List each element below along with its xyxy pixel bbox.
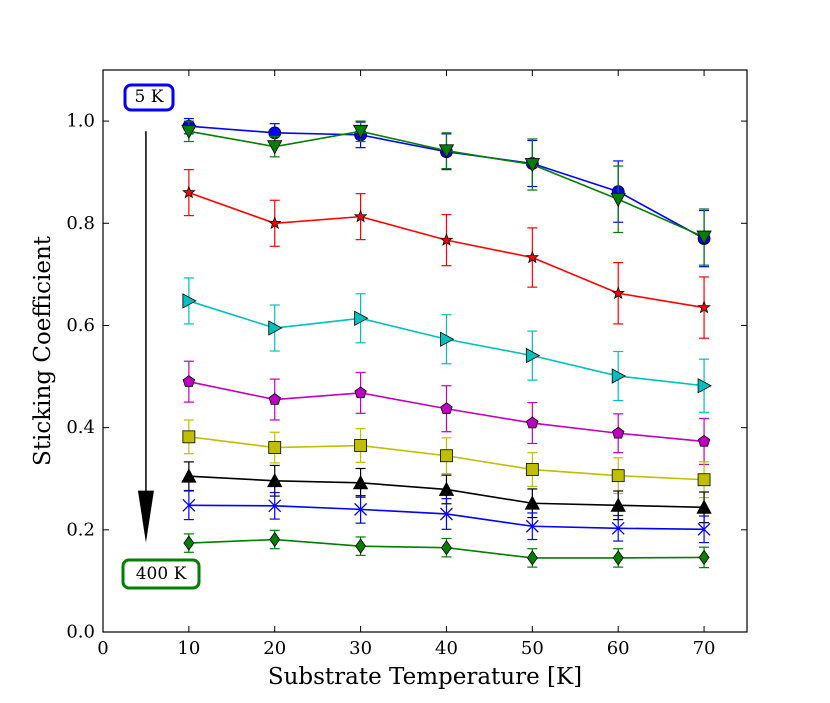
data-point xyxy=(352,124,369,140)
y-axis-label: Sticking Coefficient xyxy=(30,235,56,466)
x-marker-stroke xyxy=(525,519,539,533)
data-point xyxy=(438,144,455,159)
x-axis-label: Substrate Temperature [K] xyxy=(268,664,582,690)
data-point xyxy=(524,158,541,173)
x-tick-label: 10 xyxy=(177,638,200,659)
data-point xyxy=(697,473,711,487)
data-point xyxy=(525,347,541,364)
y-tick-label: 1.0 xyxy=(66,111,95,132)
x-tick-label: 40 xyxy=(435,638,458,659)
data-point xyxy=(182,185,196,199)
data-point xyxy=(268,441,282,454)
data-point xyxy=(354,386,367,399)
x-tick-label: 30 xyxy=(349,638,372,659)
series-2 xyxy=(181,120,712,266)
x-tick-label: 20 xyxy=(263,638,286,659)
data-point xyxy=(697,378,712,394)
data-point xyxy=(181,468,197,483)
data-point xyxy=(182,430,196,444)
series-layer xyxy=(181,117,712,569)
y-tick-label: 0.4 xyxy=(66,417,95,438)
data-point xyxy=(440,449,453,463)
series-4 xyxy=(182,277,712,413)
data-point xyxy=(182,375,196,387)
data-point xyxy=(440,402,453,414)
data-point xyxy=(354,439,368,452)
data-point xyxy=(524,495,541,510)
x-marker-stroke xyxy=(354,502,368,516)
data-point xyxy=(267,140,283,155)
data-point xyxy=(697,522,711,536)
data-point xyxy=(269,531,281,548)
x-tick-label: 60 xyxy=(607,638,630,659)
top-label-5k: 5 K xyxy=(135,87,164,107)
data-point xyxy=(611,286,625,300)
data-point xyxy=(352,474,369,490)
data-point xyxy=(440,540,452,556)
x-marker-stroke xyxy=(611,521,625,535)
data-point xyxy=(610,192,626,208)
x-marker-stroke xyxy=(268,499,282,513)
bottom-label-400k: 400 K xyxy=(136,564,187,584)
x-tick-label: 0 xyxy=(97,638,108,659)
axis-layer: 0 10 20 30 40 50 60 70 0.0 0.2 0.4 0.6 0.8 1.0 xyxy=(66,70,747,659)
series-6 xyxy=(182,419,711,499)
data-point xyxy=(698,549,710,566)
data-point xyxy=(525,519,539,533)
data-point xyxy=(610,497,626,512)
data-point xyxy=(267,216,282,230)
data-point xyxy=(697,300,711,314)
temperature-arrow-head xyxy=(137,490,154,543)
data-point xyxy=(183,535,195,551)
x-tick-label: 50 xyxy=(521,638,544,659)
data-point xyxy=(439,232,454,246)
x-marker-stroke xyxy=(697,522,711,536)
data-point xyxy=(181,124,197,140)
y-tick-label: 0.0 xyxy=(66,622,95,643)
data-point xyxy=(611,521,625,535)
series-9 xyxy=(183,529,710,569)
data-point xyxy=(268,320,283,336)
bottom-label-box xyxy=(121,558,201,590)
series-8 xyxy=(182,490,711,544)
data-point xyxy=(611,368,627,384)
plot-background xyxy=(103,70,747,632)
x-marker-stroke xyxy=(182,498,196,512)
data-point xyxy=(612,426,625,439)
y-tick-label: 0.6 xyxy=(66,315,95,336)
data-point xyxy=(525,463,539,476)
annotation-layer: 5 K 400 K xyxy=(121,83,201,590)
data-point xyxy=(353,209,368,223)
series-5 xyxy=(182,360,711,466)
data-point xyxy=(268,499,282,513)
data-point xyxy=(526,550,538,566)
data-point xyxy=(354,502,368,516)
data-point xyxy=(611,469,625,483)
y-tick-label: 0.8 xyxy=(66,213,95,234)
data-point xyxy=(440,507,453,521)
x-marker-stroke xyxy=(440,507,453,521)
data-point xyxy=(525,250,540,264)
data-point xyxy=(182,293,197,309)
plot-frame xyxy=(102,69,748,633)
data-point xyxy=(526,416,539,429)
data-point xyxy=(696,499,712,514)
data-point xyxy=(697,434,711,447)
data-point xyxy=(182,498,196,512)
top-label-box xyxy=(123,83,175,112)
data-point xyxy=(268,393,281,405)
series-3 xyxy=(182,169,711,339)
data-point xyxy=(696,230,712,245)
data-point xyxy=(355,538,367,554)
y-tick-label: 0.2 xyxy=(66,519,95,540)
x-tick-label: 70 xyxy=(693,638,716,659)
data-point xyxy=(440,331,455,347)
data-point xyxy=(354,310,369,326)
data-point xyxy=(267,472,283,488)
data-point xyxy=(438,481,455,496)
data-point xyxy=(612,550,624,566)
